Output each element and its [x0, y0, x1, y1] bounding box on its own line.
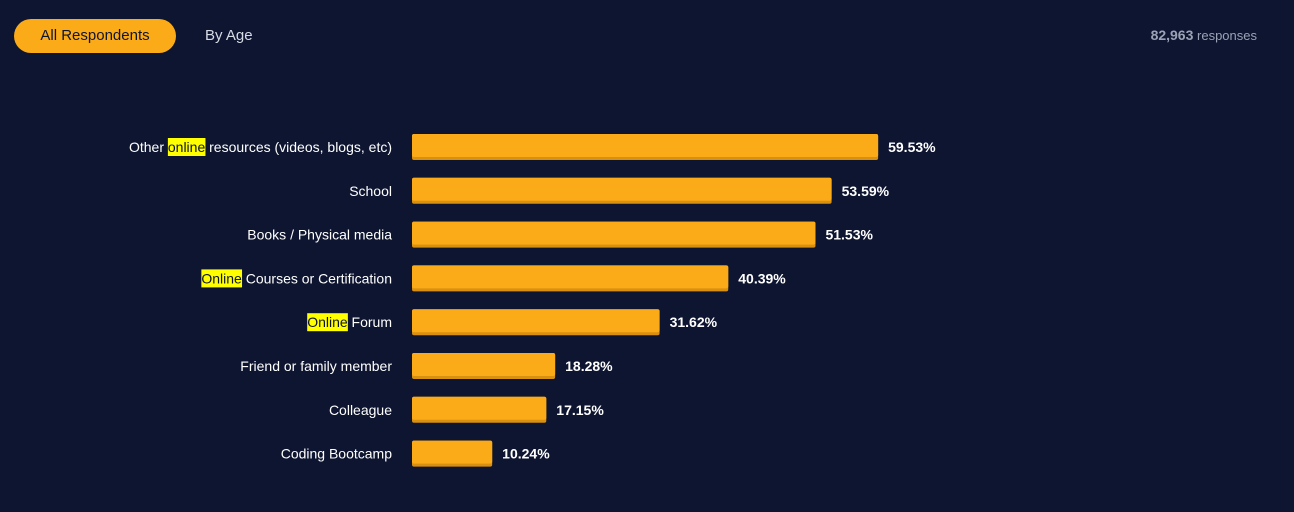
bar-5	[412, 353, 556, 379]
responses-count: 82,963 responses	[1151, 27, 1257, 43]
bar-0	[412, 134, 879, 160]
tab-by-age[interactable]: By Age	[205, 27, 253, 44]
bar-6	[412, 396, 547, 423]
category-label: Coding Bootcamp	[281, 446, 393, 462]
bar-fill	[412, 177, 832, 201]
category-label: Other online resources (videos, blogs, e…	[129, 139, 392, 155]
bar-value-label: 31.62%	[670, 314, 718, 330]
category-label: Books / Physical media	[247, 227, 392, 243]
bar-fill	[412, 134, 879, 157]
category-label: Online Forum	[307, 314, 392, 330]
bar-value-label: 10.24%	[502, 446, 550, 462]
responses-number: 82,963	[1150, 27, 1194, 43]
category-label: Online Courses or Certification	[201, 270, 392, 286]
bar-1	[412, 177, 832, 204]
category-label: School	[349, 183, 392, 199]
search-highlight	[307, 313, 348, 332]
bar-4	[412, 309, 660, 336]
responses-label: responses	[1197, 28, 1257, 43]
bar-fill	[412, 396, 547, 420]
bar-value-label: 40.39%	[738, 270, 786, 286]
bar-2	[412, 221, 816, 248]
tab-bar: All Respondents By Age	[14, 19, 253, 53]
bar-fill	[412, 221, 816, 245]
bar-value-label: 53.59%	[842, 183, 890, 199]
bar-fill	[412, 265, 729, 289]
bar-fill	[412, 440, 493, 464]
search-highlight	[167, 138, 206, 156]
bar-fill	[412, 353, 556, 376]
bar-value-label: 59.53%	[888, 139, 936, 155]
category-label: Friend or family member	[240, 358, 392, 374]
bar-value-label: 17.15%	[556, 402, 604, 418]
tab-all-respondents[interactable]: All Respondents	[14, 19, 176, 53]
search-highlight	[201, 269, 243, 288]
category-label: Colleague	[329, 402, 392, 418]
bar-value-label: 51.53%	[825, 227, 873, 243]
bar-fill	[412, 309, 660, 333]
bar-7	[412, 440, 493, 467]
bar-3	[412, 265, 729, 292]
bar-value-label: 18.28%	[565, 358, 613, 374]
